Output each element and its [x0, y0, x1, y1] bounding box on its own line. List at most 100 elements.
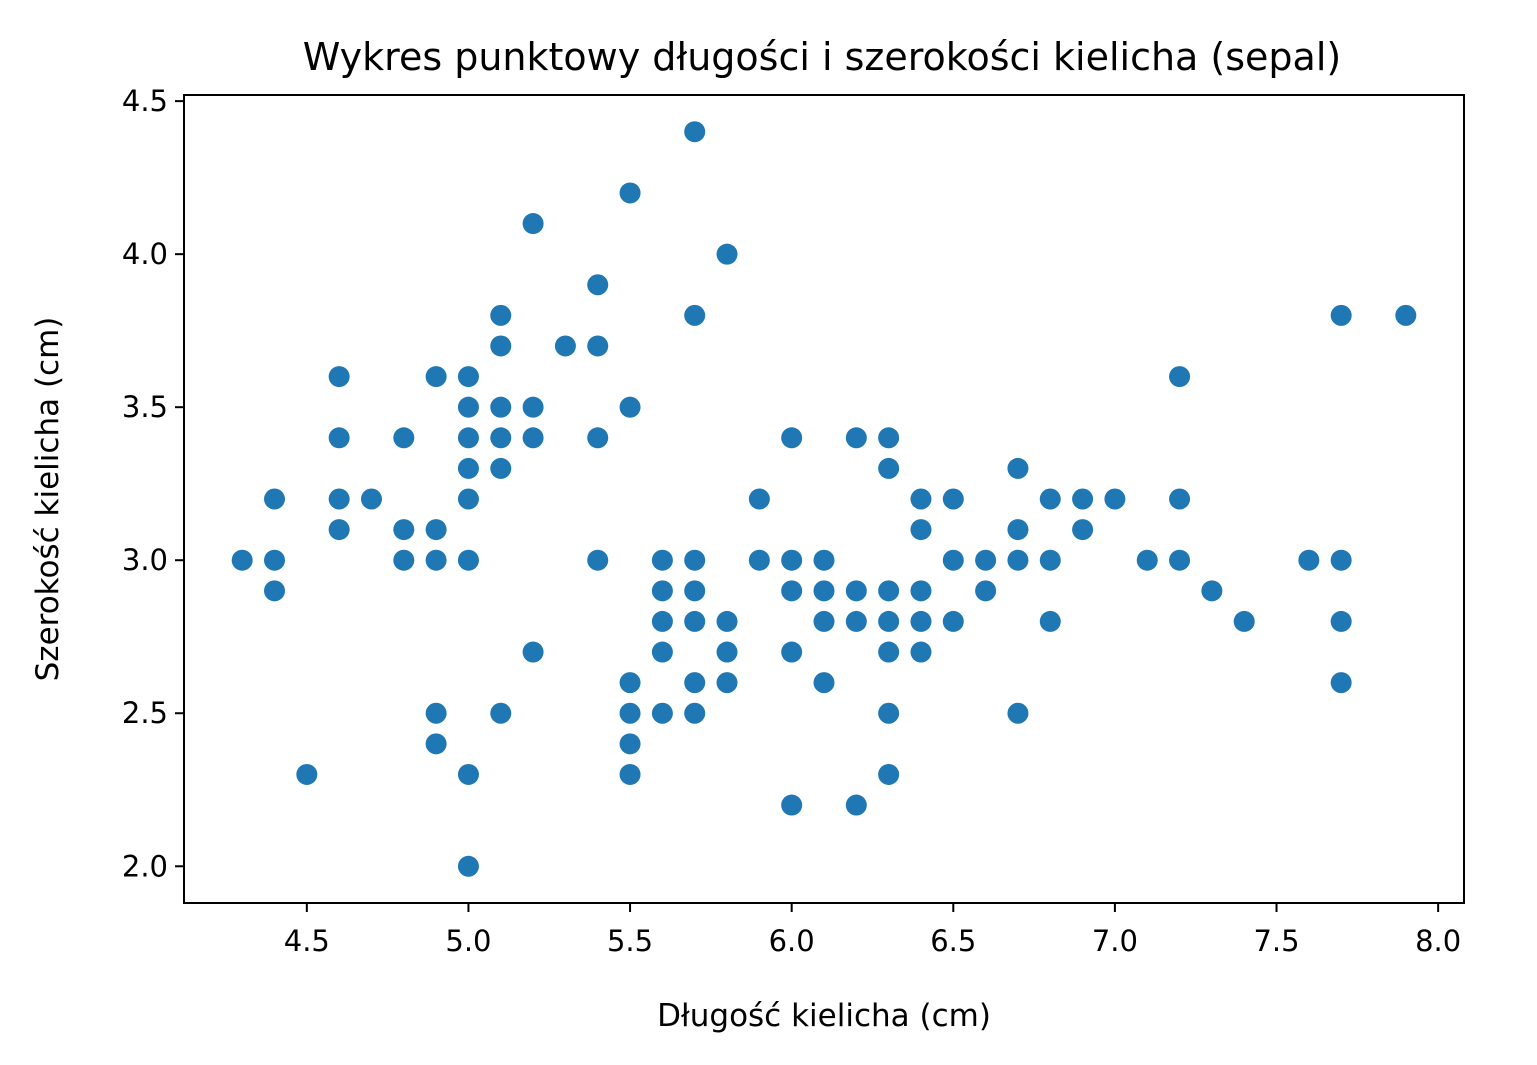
data-point [522, 641, 544, 663]
chart-title: Wykres punktowy długości i szerokości ki… [303, 35, 1341, 79]
data-point [1395, 304, 1417, 326]
data-point [942, 610, 964, 632]
data-point [813, 580, 835, 602]
data-point [360, 488, 382, 510]
data-point [716, 672, 738, 694]
data-point [490, 427, 512, 449]
data-point [619, 672, 641, 694]
data-point [748, 488, 770, 510]
y-axis: 2.0 2.5 3.0 3.5 4.0 4.5 [122, 84, 184, 883]
data-point [457, 457, 479, 479]
data-point [619, 396, 641, 418]
data-point [878, 580, 900, 602]
data-point [651, 610, 673, 632]
data-point [910, 519, 932, 541]
data-point [910, 610, 932, 632]
data-point [619, 763, 641, 785]
data-point [1104, 488, 1126, 510]
data-point [425, 519, 447, 541]
y-tick-label: 4.5 [122, 84, 168, 118]
data-point [1298, 549, 1320, 571]
data-point [1169, 488, 1191, 510]
data-point [1039, 488, 1061, 510]
data-point [716, 641, 738, 663]
data-point [684, 610, 706, 632]
data-point [651, 641, 673, 663]
data-point [264, 488, 286, 510]
data-point [975, 549, 997, 571]
data-point [684, 580, 706, 602]
data-point [264, 549, 286, 571]
x-tick-label: 7.0 [1092, 924, 1138, 958]
data-point [1201, 580, 1223, 602]
data-point [619, 733, 641, 755]
data-point [457, 763, 479, 785]
data-point [651, 702, 673, 724]
data-point [490, 457, 512, 479]
data-point [813, 672, 835, 694]
data-point [1233, 610, 1255, 632]
data-point [490, 396, 512, 418]
data-point [1136, 549, 1158, 571]
data-point [1330, 610, 1352, 632]
data-point [425, 702, 447, 724]
data-point [878, 610, 900, 632]
x-tick-label: 5.5 [607, 924, 653, 958]
data-point [845, 427, 867, 449]
data-point [296, 763, 318, 785]
data-point [910, 641, 932, 663]
data-point [425, 733, 447, 755]
data-point [393, 427, 415, 449]
y-tick-label: 3.0 [122, 543, 168, 577]
data-point [587, 427, 609, 449]
y-tick-label: 2.5 [122, 696, 168, 730]
data-point [554, 335, 576, 357]
y-axis-label: Szerokość kielicha (cm) [30, 317, 66, 682]
data-point [1330, 549, 1352, 571]
data-point [684, 549, 706, 571]
data-point [942, 488, 964, 510]
data-point [684, 702, 706, 724]
data-point [264, 580, 286, 602]
data-point [425, 549, 447, 571]
data-point [393, 549, 415, 571]
data-point [457, 427, 479, 449]
x-axis: 4.5 5.0 5.5 6.0 6.5 7.0 7.5 8.0 [284, 903, 1461, 958]
data-point [1007, 549, 1029, 571]
y-tick-label: 4.0 [122, 237, 168, 271]
data-point [910, 580, 932, 602]
data-point [587, 335, 609, 357]
data-point [490, 702, 512, 724]
data-point [878, 702, 900, 724]
data-point [684, 672, 706, 694]
x-tick-label: 6.5 [930, 924, 976, 958]
data-point [1072, 488, 1094, 510]
data-point [231, 549, 253, 571]
plot-frame [183, 94, 1465, 904]
data-point [587, 274, 609, 296]
data-point [522, 427, 544, 449]
data-point [910, 488, 932, 510]
data-point [781, 580, 803, 602]
y-tick-label: 2.0 [122, 849, 168, 883]
data-point [781, 794, 803, 816]
data-point [1169, 549, 1191, 571]
data-point [1169, 366, 1191, 388]
data-point [781, 549, 803, 571]
data-point [522, 213, 544, 235]
data-point [942, 549, 964, 571]
x-tick-label: 5.0 [445, 924, 491, 958]
data-point [328, 427, 350, 449]
data-point [684, 304, 706, 326]
data-point [490, 335, 512, 357]
data-point [1072, 519, 1094, 541]
data-point [684, 121, 706, 143]
y-tick-label: 3.5 [122, 390, 168, 424]
data-point [1039, 610, 1061, 632]
data-point [878, 763, 900, 785]
data-point [651, 580, 673, 602]
data-point [813, 610, 835, 632]
data-point [716, 243, 738, 265]
data-point [328, 488, 350, 510]
